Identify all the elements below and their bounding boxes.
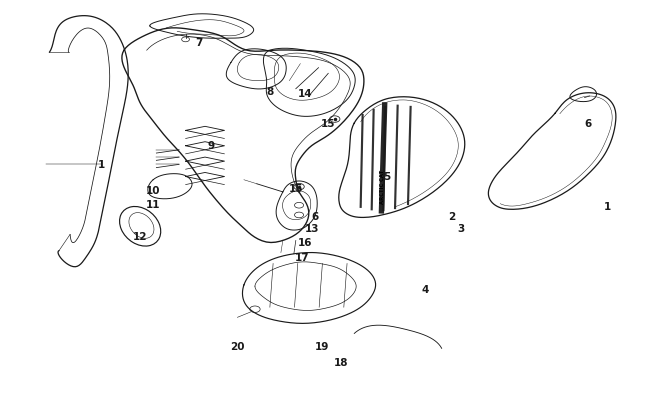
Text: 1: 1: [98, 159, 105, 169]
Text: ARCTIC CAT: ARCTIC CAT: [380, 169, 385, 203]
Text: 20: 20: [230, 341, 244, 351]
Text: 6: 6: [584, 119, 592, 129]
Text: 8: 8: [266, 87, 274, 96]
Text: 7: 7: [195, 38, 202, 48]
Text: 13: 13: [305, 224, 319, 234]
Text: 10: 10: [146, 185, 161, 195]
Text: 15: 15: [289, 183, 303, 193]
Text: 16: 16: [298, 238, 313, 248]
Text: 19: 19: [315, 341, 329, 351]
Text: 14: 14: [298, 89, 313, 98]
Text: 18: 18: [334, 357, 348, 367]
Text: 17: 17: [295, 252, 309, 262]
Text: 9: 9: [208, 141, 215, 151]
Text: 2: 2: [448, 212, 455, 222]
Text: 4: 4: [422, 284, 429, 294]
Text: 15: 15: [321, 119, 335, 129]
Text: 1: 1: [603, 202, 611, 211]
Text: 11: 11: [146, 200, 161, 209]
Text: 3: 3: [458, 224, 465, 234]
Text: 5: 5: [383, 171, 390, 181]
Text: 6: 6: [311, 212, 319, 222]
Text: 12: 12: [133, 232, 148, 242]
